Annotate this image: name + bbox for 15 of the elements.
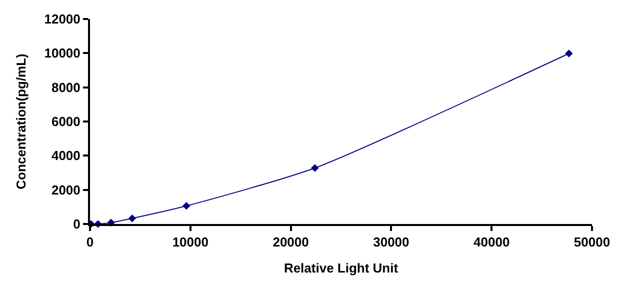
y-axis-title: Concentration(pg/mL) xyxy=(14,54,29,190)
y-tick-label: 0 xyxy=(73,216,80,232)
x-tick-label: 30000 xyxy=(373,234,410,250)
y-tick-label: 10000 xyxy=(44,46,80,61)
y-tick-label: 4000 xyxy=(51,148,80,164)
y-tick-label: 8000 xyxy=(51,80,80,95)
x-tick-label: 50000 xyxy=(574,234,610,250)
y-tick-label: 2000 xyxy=(51,182,80,198)
x-tick-label: 40000 xyxy=(474,234,510,250)
x-tick-label: 10000 xyxy=(172,234,208,250)
x-tick-label: 20000 xyxy=(272,234,309,250)
y-tick-label: 12000 xyxy=(44,12,80,27)
x-axis-title: Relative Light Unit xyxy=(284,260,399,276)
x-tick-label: 0 xyxy=(86,234,94,250)
y-tick-label: 6000 xyxy=(51,114,80,130)
